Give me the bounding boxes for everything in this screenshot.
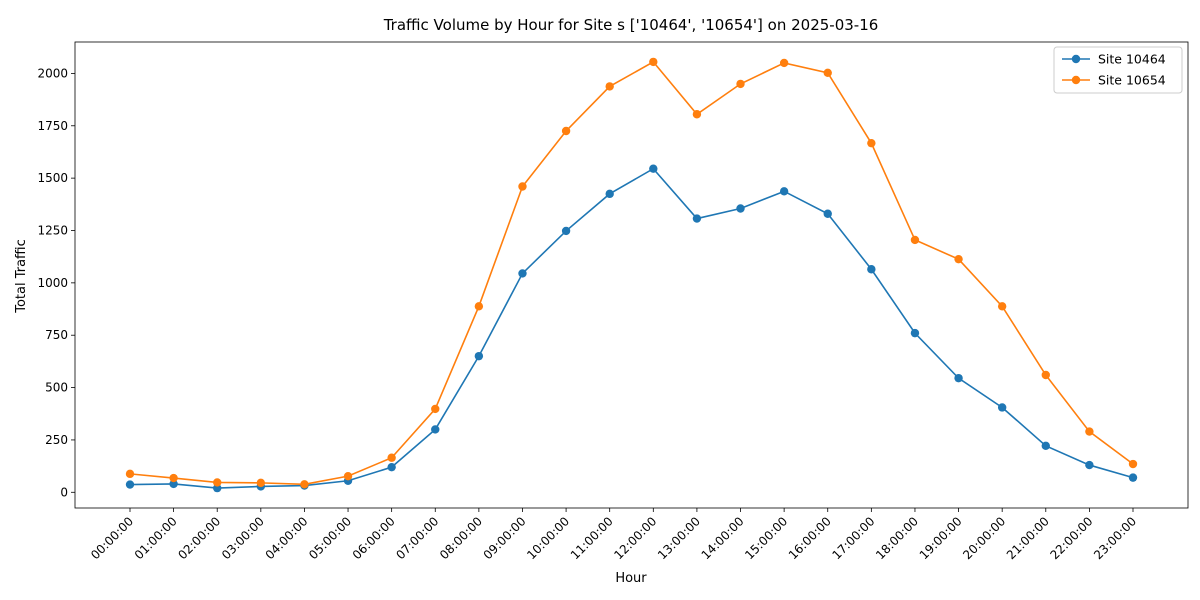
data-point [867,138,876,148]
data-point [997,403,1007,412]
series-line [129,60,1134,486]
data-point [823,209,832,218]
y-tick-label: 1500 [37,171,68,185]
data-point [823,68,832,77]
data-point [387,453,396,462]
y-tick-label: 500 [45,381,68,395]
y-tick-label: 750 [45,328,68,342]
data-point [692,110,702,119]
data-point [561,226,571,236]
legend-marker [1071,75,1081,85]
data-point [256,478,266,488]
data-point [954,373,963,383]
legend-label: Site 10654 [1098,73,1166,88]
data-point [1085,427,1094,436]
data-point [1041,441,1050,450]
data-point [910,328,920,338]
data-point [779,58,789,68]
data-point [125,480,135,489]
y-tick-label: 1750 [37,119,68,133]
data-point [867,265,876,274]
data-point [169,473,178,483]
data-point [954,254,963,264]
data-point [431,425,440,434]
series-line [129,167,1134,489]
data-point [387,462,396,472]
data-point [997,302,1007,311]
plot-frame [74,41,1189,509]
data-point [1128,473,1138,482]
data-point [431,404,440,414]
y-tick-label: 250 [45,433,68,447]
y-tick-label: 0 [60,485,68,499]
legend-label: Site 10464 [1098,52,1166,67]
data-point [300,480,309,489]
legend: Site 10464 Site 10654 [1053,46,1183,94]
data-point [474,302,484,311]
data-point [213,478,222,487]
data-point [1128,459,1138,469]
y-axis-label: Total Traffic [14,239,29,314]
data-point [779,187,789,196]
data-point [125,469,135,479]
data-point [1041,370,1050,380]
data-point [518,182,527,191]
data-point [649,57,658,67]
data-point [736,204,745,213]
data-point [343,471,353,481]
data-point [736,79,745,89]
chart-title: Traffic Volume by Hour for Site s ['1046… [383,16,879,34]
data-point [692,214,702,223]
y-tick-label: 2000 [37,66,68,80]
data-point [649,164,658,173]
legend-marker [1071,54,1081,64]
x-axis-label: Hour [615,571,647,586]
data-point [1085,460,1094,470]
y-tick-label: 1250 [37,223,68,237]
data-point [474,351,484,361]
data-point [561,126,571,136]
y-tick-label: 1000 [37,276,68,290]
data-point [605,189,614,199]
data-point [518,269,527,278]
data-point [910,235,920,245]
data-point [169,479,178,489]
data-point [605,82,614,91]
